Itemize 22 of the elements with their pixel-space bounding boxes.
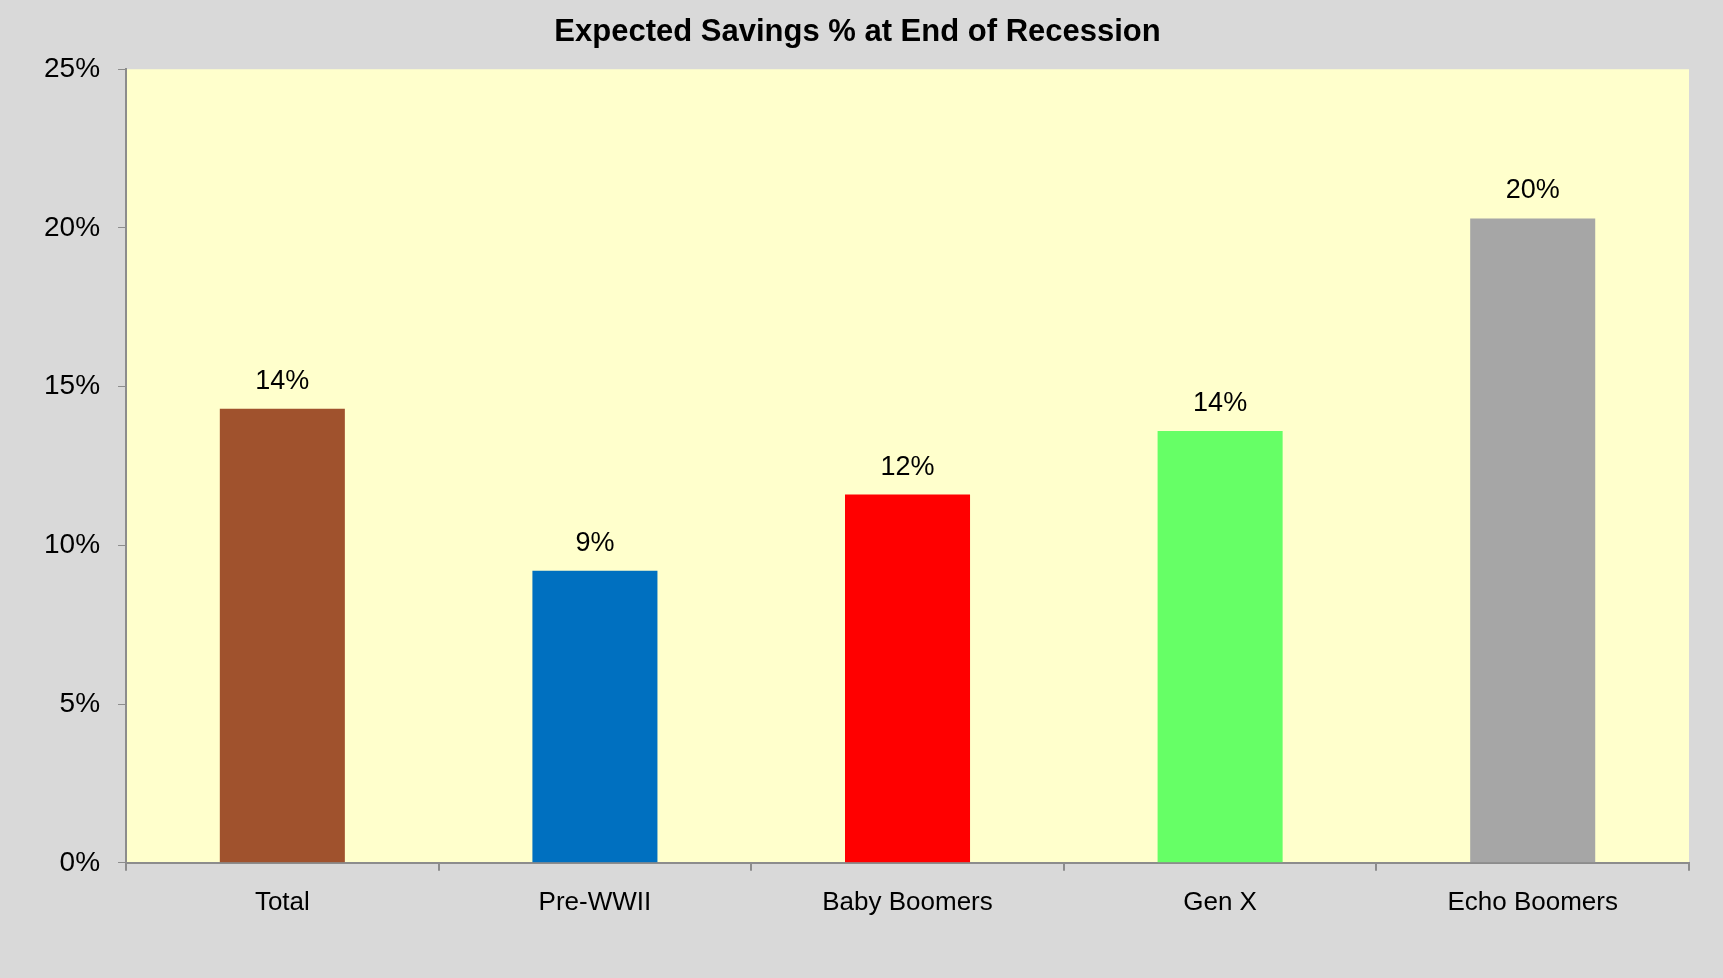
bar: [1157, 431, 1283, 863]
x-tick-label: Pre-WWII: [538, 885, 652, 916]
y-tick-label: 5%: [59, 686, 101, 718]
bar: [532, 570, 658, 863]
y-tick-label: 15%: [43, 369, 101, 401]
y-tick-label: 0%: [59, 845, 101, 877]
data-label: 20%: [1505, 174, 1560, 205]
x-tick-label: Baby Boomers: [822, 885, 993, 916]
chart-title: Expected Savings % at End of Recession: [554, 13, 1161, 49]
bar: [219, 408, 345, 863]
data-label: 12%: [880, 450, 935, 481]
bar: [1470, 218, 1596, 863]
y-tick-label: 20%: [43, 210, 101, 242]
data-label: 14%: [1193, 387, 1248, 418]
x-tick-label: Gen X: [1183, 885, 1257, 916]
y-tick-label: 10%: [43, 528, 101, 560]
x-tick-label: Echo Boomers: [1447, 885, 1618, 916]
data-label: 14%: [255, 364, 310, 395]
x-tick-label: Total: [254, 885, 310, 916]
bar: [845, 494, 971, 863]
y-tick-label: 25%: [43, 51, 101, 83]
data-label: 9%: [575, 526, 615, 557]
